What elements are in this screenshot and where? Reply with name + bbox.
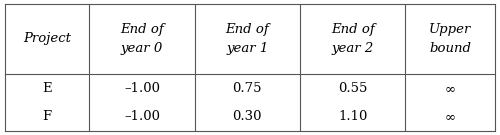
Text: ∞: ∞ <box>444 82 456 95</box>
Text: Project: Project <box>23 32 71 45</box>
Text: E: E <box>42 82 52 95</box>
Text: 0.75: 0.75 <box>232 82 262 95</box>
Text: 0.55: 0.55 <box>338 82 368 95</box>
Text: End of: End of <box>226 23 269 36</box>
Text: End of: End of <box>120 23 164 36</box>
Text: year 0: year 0 <box>121 42 163 55</box>
Text: F: F <box>42 110 51 123</box>
Text: ∞: ∞ <box>444 110 456 123</box>
Text: –1.00: –1.00 <box>124 110 160 123</box>
Text: 0.30: 0.30 <box>232 110 262 123</box>
Text: End of: End of <box>331 23 374 36</box>
Text: Upper: Upper <box>429 23 472 36</box>
Text: year 1: year 1 <box>226 42 268 55</box>
Text: year 2: year 2 <box>332 42 374 55</box>
Text: –1.00: –1.00 <box>124 82 160 95</box>
Text: bound: bound <box>429 42 471 55</box>
Text: 1.10: 1.10 <box>338 110 368 123</box>
